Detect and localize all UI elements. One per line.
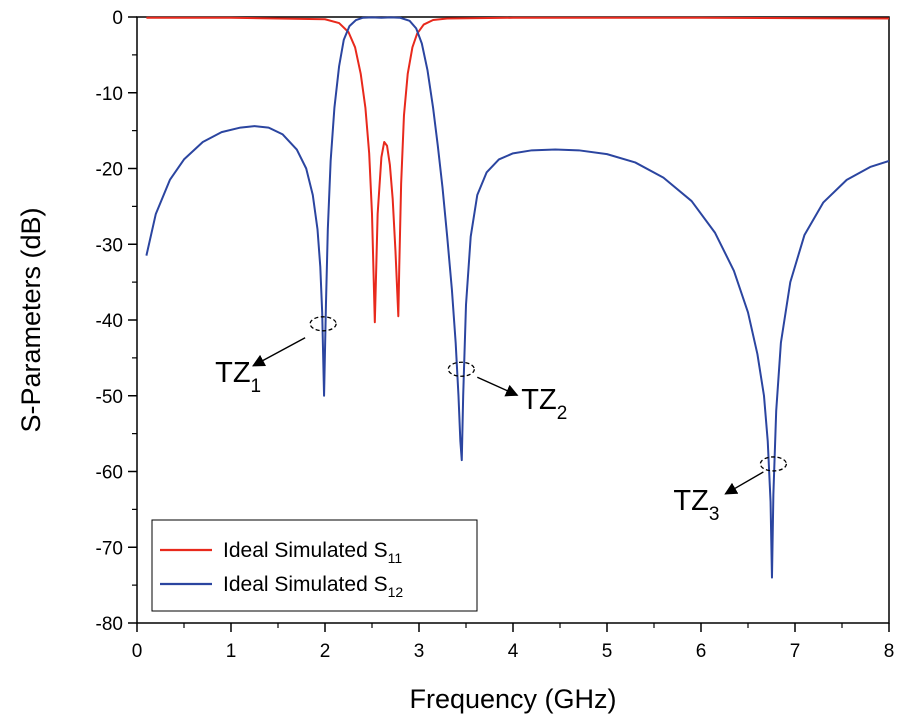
series-line-s11 — [146, 16, 889, 324]
y-tick-label: -10 — [96, 84, 123, 105]
legend-label-s11: Ideal Simulated S11 — [223, 539, 402, 566]
x-tick-label: 7 — [790, 641, 801, 662]
y-tick-label: -50 — [96, 387, 123, 408]
x-tick-label: 4 — [508, 641, 519, 662]
annotation-label-tz2: TZ2 — [521, 384, 567, 424]
annotation-arrow — [724, 471, 764, 495]
annotation-ellipse — [309, 316, 337, 332]
x-tick-label: 2 — [320, 641, 331, 662]
y-tick-label: -60 — [96, 463, 123, 484]
annotation-label-tz3: TZ3 — [673, 485, 719, 525]
annotation-label-tz1: TZ1 — [215, 357, 261, 397]
transmission-zero-annotations: TZ1 TZ2 TZ3 — [215, 316, 788, 525]
annotation-arrow — [252, 337, 306, 367]
annotation-ellipse — [447, 361, 475, 377]
x-tick-label: 6 — [696, 641, 707, 662]
y-tick-label: 0 — [112, 8, 123, 29]
y-tick-label: -20 — [96, 160, 123, 181]
annotation-arrow — [477, 376, 519, 397]
y-tick-label: -80 — [96, 614, 123, 635]
series-line-s12 — [145, 16, 889, 579]
x-tick-label: 8 — [884, 641, 895, 662]
x-tick-label: 3 — [414, 641, 425, 662]
y-axis-title: S-Parameters (dB) — [16, 207, 46, 432]
y-axis-ticks: 0 -10 -20 -30 -40 -50 -60 -70 -80 — [96, 8, 137, 635]
annotation-ellipse — [759, 456, 788, 472]
x-axis-title: Frequency (GHz) — [409, 684, 616, 714]
x-tick-label: 5 — [602, 641, 613, 662]
y-tick-label: -70 — [96, 538, 123, 559]
x-tick-label: 0 — [132, 641, 143, 662]
legend: Ideal Simulated S11 Ideal Simulated S12 — [151, 519, 478, 612]
y-tick-label: -40 — [96, 311, 123, 332]
y-tick-label: -30 — [96, 235, 123, 256]
x-axis-ticks: 0 1 2 3 4 5 6 7 8 — [132, 623, 895, 662]
x-tick-label: 1 — [226, 641, 237, 662]
legend-box — [151, 519, 478, 612]
legend-label-s12: Ideal Simulated S12 — [223, 573, 403, 600]
